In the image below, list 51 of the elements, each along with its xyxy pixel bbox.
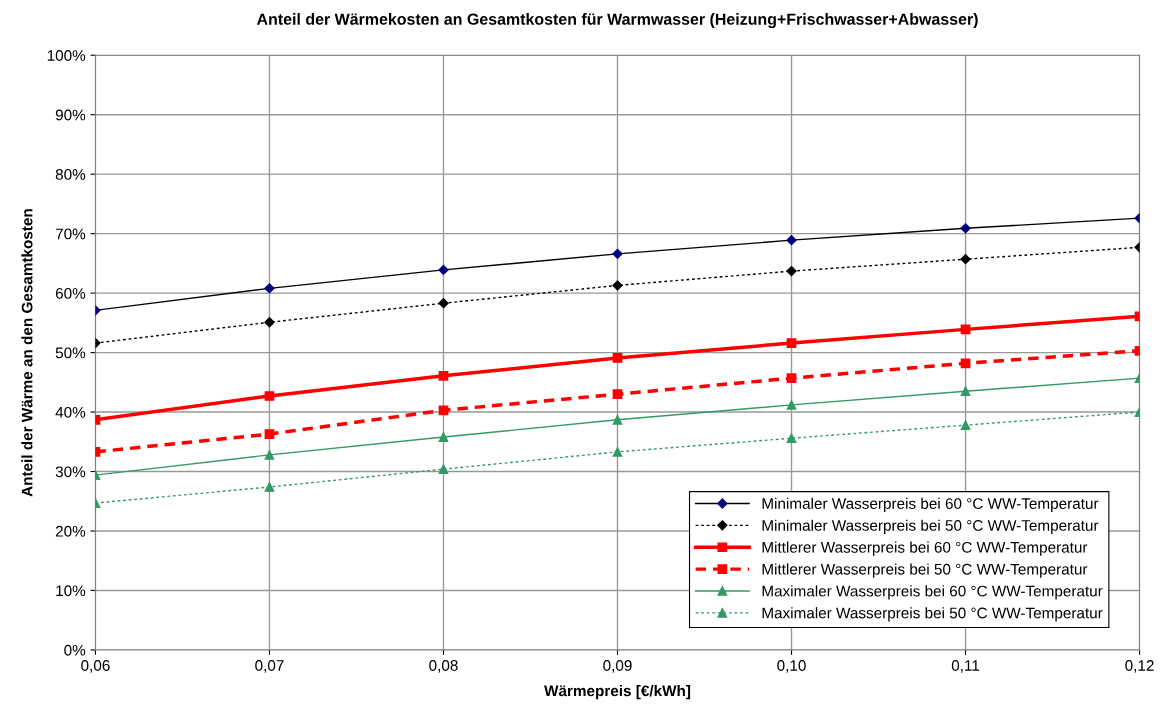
x-tick-label: 0,06 — [81, 660, 110, 673]
point — [612, 353, 623, 363]
point — [438, 464, 449, 475]
y-tick-label: 70% — [55, 228, 86, 240]
point — [612, 447, 623, 457]
legend-label: Minimaler Wasserpreis bei 60 °C WW-Temperatur — [762, 497, 1099, 512]
point — [612, 280, 623, 291]
x-tick-label: 0,07 — [255, 660, 284, 673]
y-tick-label: 30% — [55, 466, 86, 478]
y-tick-label: 90% — [55, 109, 86, 121]
y-tick-label: 0% — [64, 644, 86, 656]
y-tick-label: 40% — [55, 406, 86, 418]
x-tick-label: 0,12 — [1125, 660, 1154, 673]
legend-label: Minimaler Wasserpreis bei 50 °C WW-Temperatur — [762, 519, 1099, 534]
chart-title: Anteil der Wärmekosten an Gesamtkosten für Warmwasser (Heizung+Frischwasser+Abwasser) — [256, 13, 978, 29]
point — [438, 370, 449, 381]
point — [960, 358, 971, 369]
point — [438, 432, 449, 442]
x-tick-label: 0,11 — [951, 660, 980, 673]
x-tick-label: 0,09 — [603, 660, 632, 673]
y-tick-label: 50% — [55, 347, 86, 359]
x-tick-label: 0,08 — [429, 660, 458, 673]
y-axis-title: Anteil der Wärme an den Gesamtkosten — [21, 209, 33, 497]
point — [786, 265, 797, 277]
point — [612, 414, 623, 425]
y-tick-label: 80% — [55, 169, 86, 180]
point — [264, 317, 275, 328]
x-tick-label: 0,10 — [777, 660, 806, 673]
point — [264, 429, 275, 439]
y-tick-label: 20% — [55, 525, 86, 537]
y-tick-label: 60% — [55, 287, 86, 299]
point — [960, 254, 971, 265]
point — [438, 298, 449, 309]
y-tick-label: 10% — [56, 585, 86, 597]
point — [438, 405, 449, 416]
point — [786, 338, 797, 348]
legend-label: Maximaler Wasserpreis bei 50 °C WW-Temperatur — [762, 607, 1103, 622]
point — [264, 450, 275, 460]
point — [786, 373, 797, 384]
x-axis-title: Wärmepreis [€/kWh] — [544, 685, 691, 700]
point — [786, 400, 797, 410]
legend-label: Mittlerer Wasserpreis bei 50 °C WW-Temperatur — [762, 563, 1088, 578]
legend-label: Maximaler Wasserpreis bei 60 °C WW-Temperatur — [762, 585, 1103, 600]
point — [786, 433, 797, 444]
point — [264, 391, 275, 401]
legend-label: Mittlerer Wasserpreis bei 60 °C WW-Temperatur — [762, 541, 1088, 556]
y-tick-label: 100% — [47, 50, 86, 61]
point — [960, 420, 971, 431]
point — [264, 482, 275, 492]
point — [960, 386, 971, 397]
point — [612, 389, 623, 400]
